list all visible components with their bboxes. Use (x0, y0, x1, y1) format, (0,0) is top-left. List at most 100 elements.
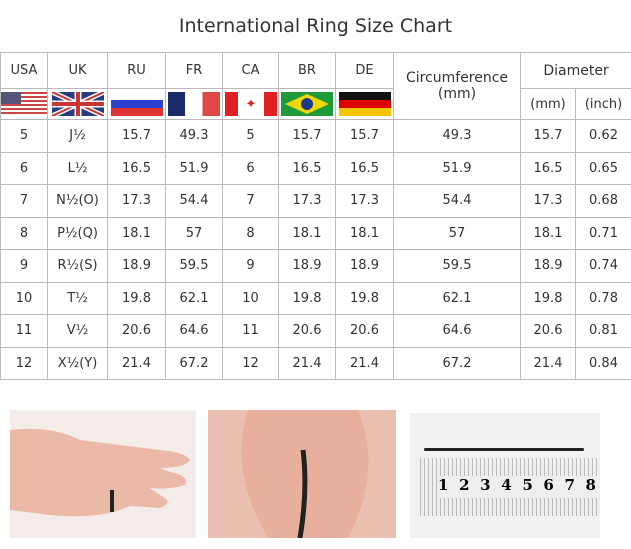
table-cell: T½ (47, 281, 108, 315)
table-cell: 0.74 (574, 249, 631, 283)
brazil-flag (281, 92, 333, 116)
table-cell: 17.3 (278, 184, 336, 218)
table-row: 11 V½ 20.6 64.6 11 20.6 20.6 64.6 20.6 0.81 (0, 314, 631, 348)
table-cell: 15.7 (520, 119, 576, 153)
table-cell: R½(S) (47, 249, 108, 283)
table-cell: 59.5 (165, 249, 223, 283)
table-cell: 20.6 (520, 314, 576, 348)
header-diameter: Diameter (519, 52, 631, 89)
table-cell: 18.9 (335, 249, 394, 283)
ruler-number: 7 (564, 476, 575, 494)
germany-flag (338, 92, 391, 116)
ruler-number: 4 (501, 476, 512, 494)
table-cell: 18.9 (278, 249, 336, 283)
russia-flag (110, 92, 163, 116)
table-cell: N½(O) (47, 184, 108, 218)
ruler-number: 6 (543, 476, 554, 494)
table-row: 10 T½ 19.8 62.1 10 19.8 19.8 62.1 19.8 0.78 (0, 281, 631, 315)
table-cell: 64.6 (165, 314, 223, 348)
table-cell: 0.84 (574, 346, 631, 380)
table-cell: 5 (222, 119, 279, 153)
table-cell: 0.78 (574, 281, 631, 315)
table-cell: 49.3 (165, 119, 223, 153)
table-cell: 17.3 (520, 184, 576, 218)
table-cell: 12 (0, 346, 48, 380)
string-line (424, 448, 584, 451)
hand-photo (10, 410, 196, 538)
page-title: International Ring Size Chart (178, 15, 453, 37)
header-ru: RU (107, 52, 166, 89)
table-cell: 0.71 (574, 216, 631, 250)
table-cell: 6 (0, 151, 48, 185)
table-cell: 21.4 (520, 346, 576, 380)
header-ca: CA (222, 52, 279, 89)
table-cell: 15.7 (335, 119, 394, 153)
table-cell: 8 (0, 216, 48, 250)
table-cell: 11 (222, 314, 279, 348)
table-cell: 54.4 (393, 184, 521, 218)
table-cell: 12 (222, 346, 279, 380)
canada-flag: ✦ (224, 92, 277, 116)
table-cell: 21.4 (278, 346, 336, 380)
table-cell: L½ (47, 151, 108, 185)
table-cell: 62.1 (393, 281, 521, 315)
table-row: 5 J½ 15.7 49.3 5 15.7 15.7 49.3 15.7 0.62 (0, 119, 631, 153)
table-cell: 20.6 (335, 314, 394, 348)
table-cell: 10 (222, 281, 279, 315)
table-cell: 20.6 (278, 314, 336, 348)
table-cell: 18.9 (107, 249, 166, 283)
table-cell: 51.9 (393, 151, 521, 185)
table-cell: 64.6 (393, 314, 521, 348)
header-circumference: Circumference (mm) (393, 52, 521, 120)
table-cell: 67.2 (165, 346, 223, 380)
table-cell: P½(Q) (47, 216, 108, 250)
table-row: 12 X½(Y) 21.4 67.2 12 21.4 21.4 67.2 21.4 0.84 (0, 346, 631, 380)
table-cell: 16.5 (278, 151, 336, 185)
finger-ring-photo (208, 410, 396, 539)
header-usa: USA (0, 52, 48, 89)
table-cell: 57 (165, 216, 223, 250)
table-cell: 16.5 (335, 151, 394, 185)
table-cell: 20.6 (107, 314, 166, 348)
table-cell: 16.5 (520, 151, 576, 185)
uk-flag (51, 92, 104, 116)
header-uk: UK (47, 52, 108, 89)
table-cell: 0.65 (574, 151, 631, 185)
table-cell: 62.1 (165, 281, 223, 315)
header-br: BR (278, 52, 336, 89)
table-cell: 9 (0, 249, 48, 283)
table-cell: 19.8 (335, 281, 394, 315)
table-cell: 18.1 (107, 216, 166, 250)
ruler-number: 3 (480, 476, 491, 494)
header-mm: (mm) (520, 88, 576, 120)
table-cell: 21.4 (335, 346, 394, 380)
table-cell: 51.9 (165, 151, 223, 185)
table-cell: 0.68 (574, 184, 631, 218)
table-cell: 0.62 (574, 119, 631, 153)
table-row: 8 P½(Q) 18.1 57 8 18.1 18.1 57 18.1 0.71 (0, 216, 631, 250)
table-cell: 5 (0, 119, 48, 153)
table-cell: X½(Y) (47, 346, 108, 380)
table-cell: 7 (0, 184, 48, 218)
table-cell: 18.9 (520, 249, 576, 283)
table-row: 9 R½(S) 18.9 59.5 9 18.9 18.9 59.5 18.9 0.74 (0, 249, 631, 283)
header-fr: FR (165, 52, 223, 89)
table-cell: 8 (222, 216, 279, 250)
table-cell: 17.3 (107, 184, 166, 218)
table-cell: 19.8 (278, 281, 336, 315)
table-cell: 10 (0, 281, 48, 315)
table-cell: 18.1 (520, 216, 576, 250)
table-cell: 21.4 (107, 346, 166, 380)
table-cell: 19.8 (520, 281, 576, 315)
table-cell: 18.1 (335, 216, 394, 250)
table-cell: 57 (393, 216, 521, 250)
usa-flag (1, 92, 47, 116)
table-cell: 11 (0, 314, 48, 348)
table-cell: 18.1 (278, 216, 336, 250)
ruler-number: 1 (438, 476, 449, 494)
table-cell: 54.4 (165, 184, 223, 218)
france-flag (168, 92, 220, 116)
ruler-number: 5 (522, 476, 533, 494)
ruler-number: 2 (459, 476, 470, 494)
